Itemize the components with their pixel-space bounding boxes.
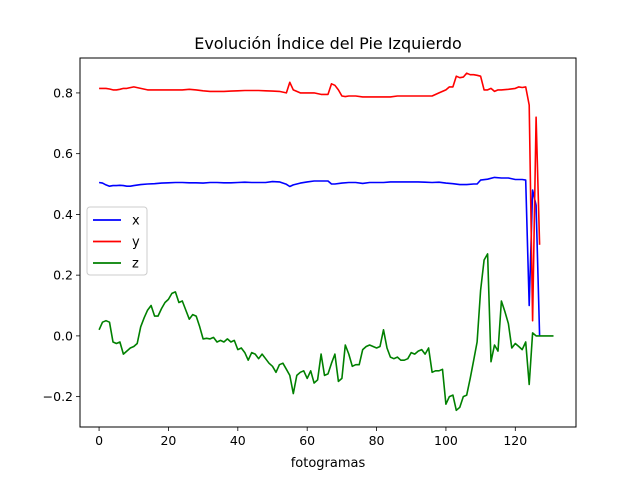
x-tick-label: 40 (230, 433, 246, 448)
series-line-x (98, 176, 541, 336)
legend: xyz (86, 206, 148, 276)
y-tick-label: 0.6 (53, 146, 73, 161)
chart-title: Evolución Índice del Pie Izquierdo (194, 34, 462, 53)
y-tick-label: 0.0 (53, 328, 73, 343)
legend-label-z: z (132, 257, 139, 272)
x-tick-label: 20 (160, 433, 176, 448)
series-layer (98, 72, 554, 412)
x-tick-label: 80 (369, 433, 385, 448)
y-tick-label: 0.4 (53, 207, 73, 222)
series-line-y (99, 72, 541, 322)
x-tick-label: 120 (503, 433, 527, 448)
x-axis-title: fotogramas (291, 456, 366, 471)
y-axis: −0.2 0.0 0.2 0.4 0.6 0.8 (43, 85, 80, 404)
legend-label-x: x (132, 214, 140, 229)
x-tick-label: 100 (434, 433, 458, 448)
x-axis: 0 20 40 60 80 100 120 (95, 427, 527, 448)
y-tick-label: 0.8 (53, 85, 73, 100)
y-tick-label: 0.2 (53, 268, 73, 283)
legend-label-y: y (132, 235, 140, 250)
series-line-z (98, 253, 554, 412)
x-tick-label: 0 (95, 433, 103, 448)
axes-frame (79, 57, 577, 428)
y-tick-label: −0.2 (43, 389, 73, 404)
x-tick-label: 60 (299, 433, 315, 448)
